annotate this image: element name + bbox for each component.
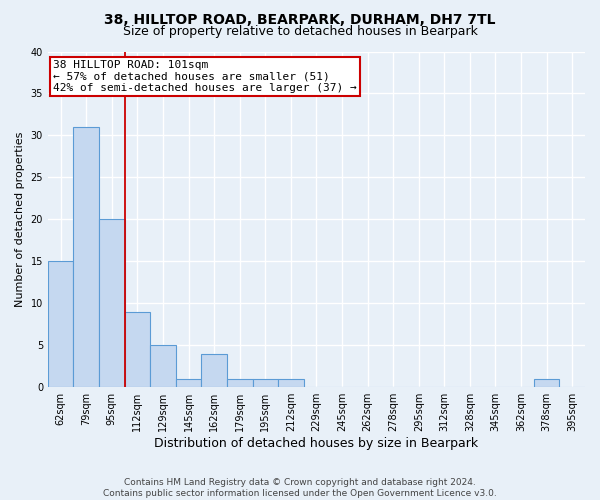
Bar (202, 354, 227, 387)
Bar (253, 379, 278, 387)
Bar (534, 379, 559, 387)
Bar (278, 379, 304, 387)
Bar (99, 220, 125, 387)
Bar (48, 262, 73, 387)
Bar (227, 379, 253, 387)
Text: Size of property relative to detached houses in Bearpark: Size of property relative to detached ho… (122, 25, 478, 38)
Bar (150, 345, 176, 387)
Bar (125, 312, 150, 387)
Text: 38, HILLTOP ROAD, BEARPARK, DURHAM, DH7 7TL: 38, HILLTOP ROAD, BEARPARK, DURHAM, DH7 … (104, 12, 496, 26)
Text: Contains HM Land Registry data © Crown copyright and database right 2024.
Contai: Contains HM Land Registry data © Crown c… (103, 478, 497, 498)
Bar (73, 127, 99, 387)
Text: 38 HILLTOP ROAD: 101sqm
← 57% of detached houses are smaller (51)
42% of semi-de: 38 HILLTOP ROAD: 101sqm ← 57% of detache… (53, 60, 357, 93)
X-axis label: Distribution of detached houses by size in Bearpark: Distribution of detached houses by size … (154, 437, 479, 450)
Bar (176, 379, 202, 387)
Y-axis label: Number of detached properties: Number of detached properties (15, 132, 25, 307)
